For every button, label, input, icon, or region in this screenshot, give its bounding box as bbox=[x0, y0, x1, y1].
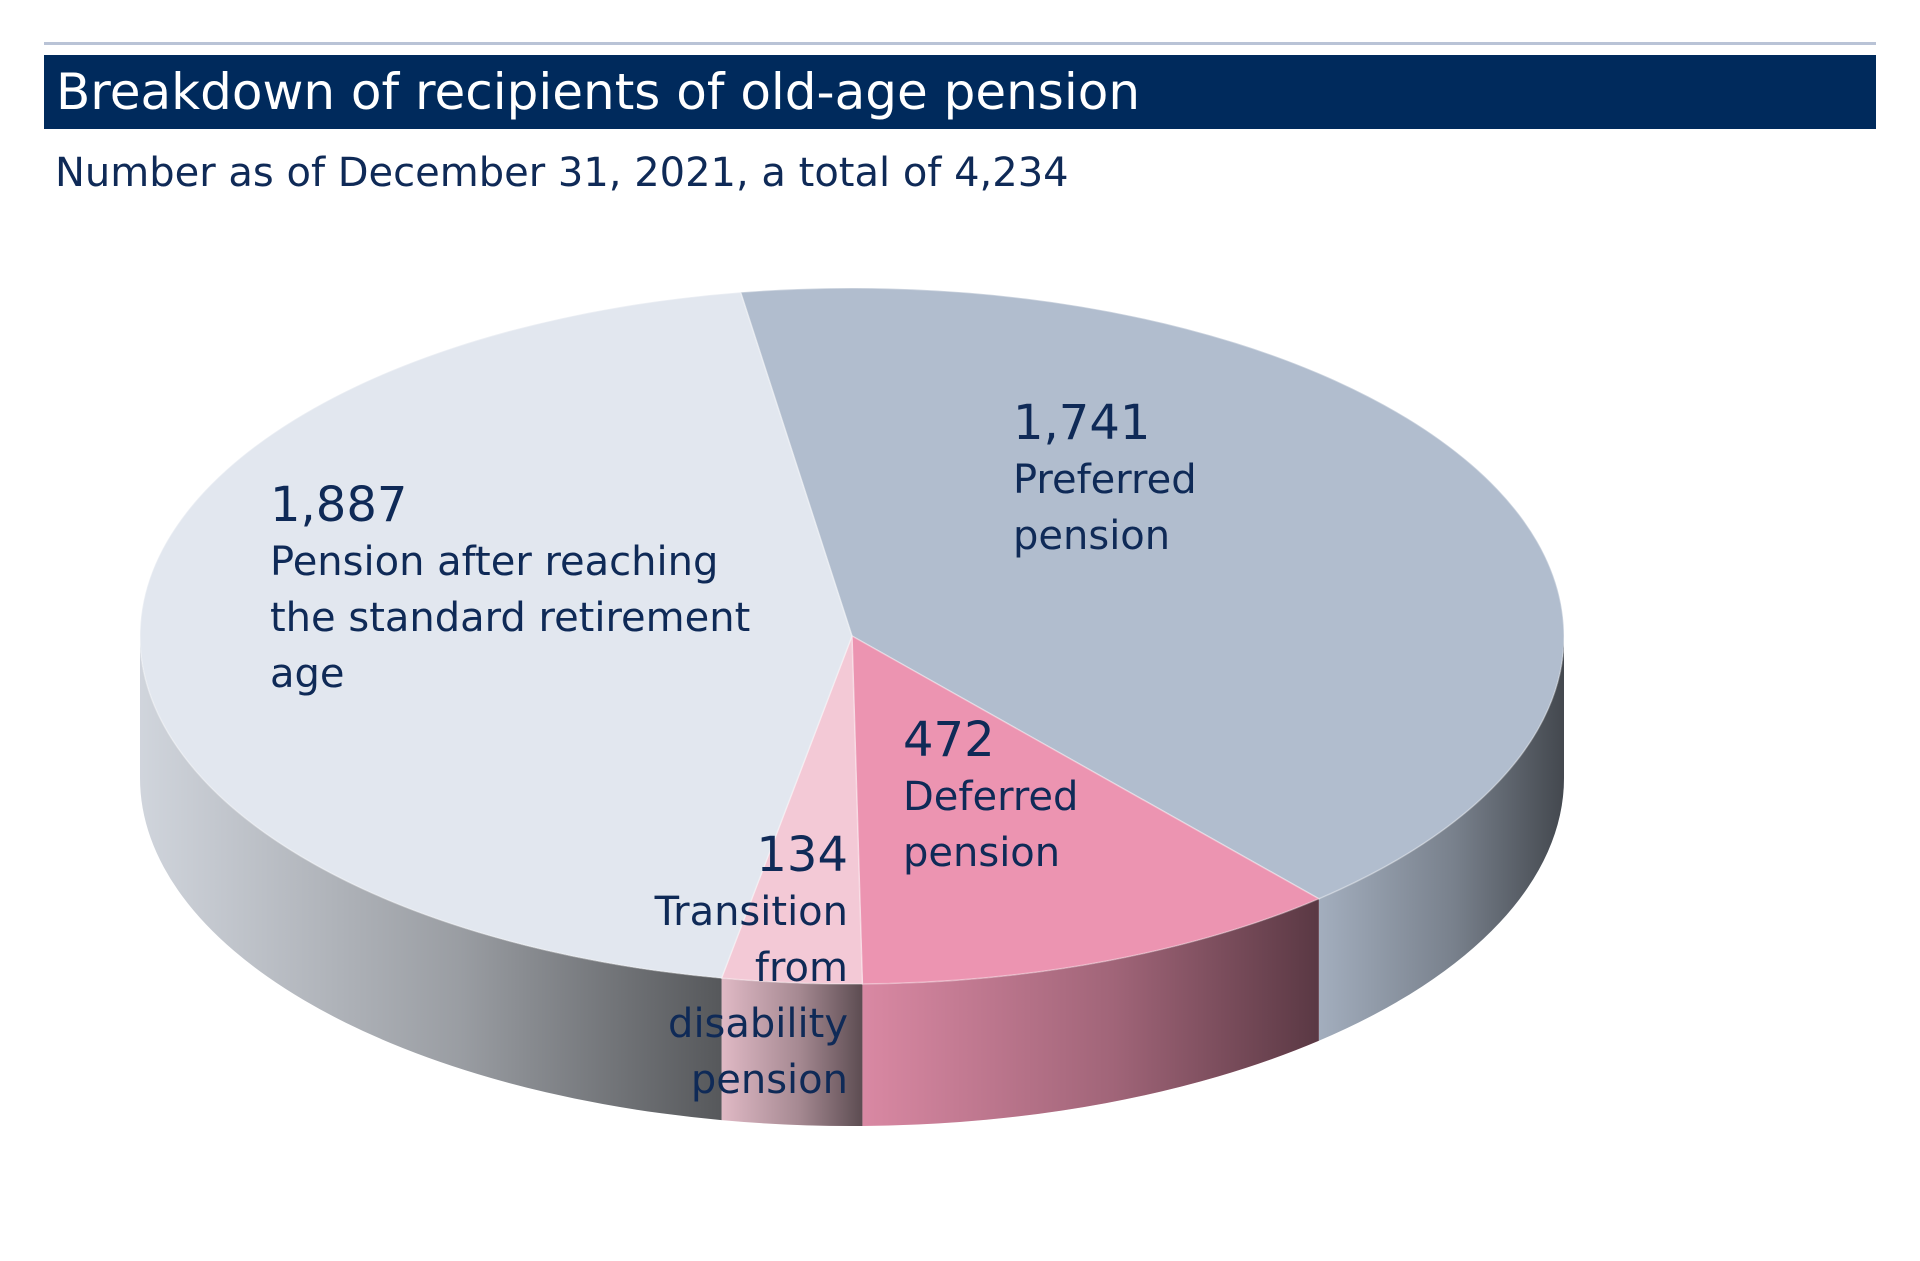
value-preferred: 1,741 bbox=[1013, 395, 1151, 451]
pie-tops bbox=[139, 287, 1565, 985]
chart-subtitle: Number as of December 31, 2021, a total … bbox=[55, 150, 1069, 196]
slice-3-top bbox=[139, 291, 853, 979]
value-standard-retirement: 1,887 bbox=[270, 477, 408, 533]
text-preferred: Preferred pension bbox=[1013, 457, 1197, 559]
title-bar: Breakdown of recipients of old-age pensi… bbox=[44, 55, 1876, 129]
top-rule bbox=[44, 42, 1876, 45]
slice-2-top bbox=[720, 635, 864, 985]
label-transition: 134 Transition from disability pension bbox=[600, 826, 848, 1108]
text-standard-retirement: Pension after reaching the standard reti… bbox=[270, 539, 751, 697]
slice-2-side-shade bbox=[721, 978, 863, 1126]
slice-3-side-shade bbox=[140, 636, 722, 1121]
slice-0-top bbox=[739, 287, 1565, 900]
text-deferred: Deferred pension bbox=[903, 774, 1079, 876]
slice-1-side-shade bbox=[862, 898, 1319, 1126]
slice-0-side-shade bbox=[1318, 636, 1564, 1041]
label-deferred: 472 Deferred pension bbox=[903, 711, 1163, 881]
chart-title: Breakdown of recipients of old-age pensi… bbox=[56, 63, 1141, 121]
value-transition: 134 bbox=[756, 827, 848, 883]
text-transition: Transition from disability pension bbox=[654, 889, 848, 1103]
label-standard-retirement: 1,887 Pension after reaching the standar… bbox=[270, 476, 790, 702]
pie-sides bbox=[140, 636, 1564, 1126]
label-preferred: 1,741 Preferred pension bbox=[1013, 394, 1273, 564]
value-deferred: 472 bbox=[903, 712, 995, 768]
slice-1-top bbox=[851, 634, 1321, 985]
